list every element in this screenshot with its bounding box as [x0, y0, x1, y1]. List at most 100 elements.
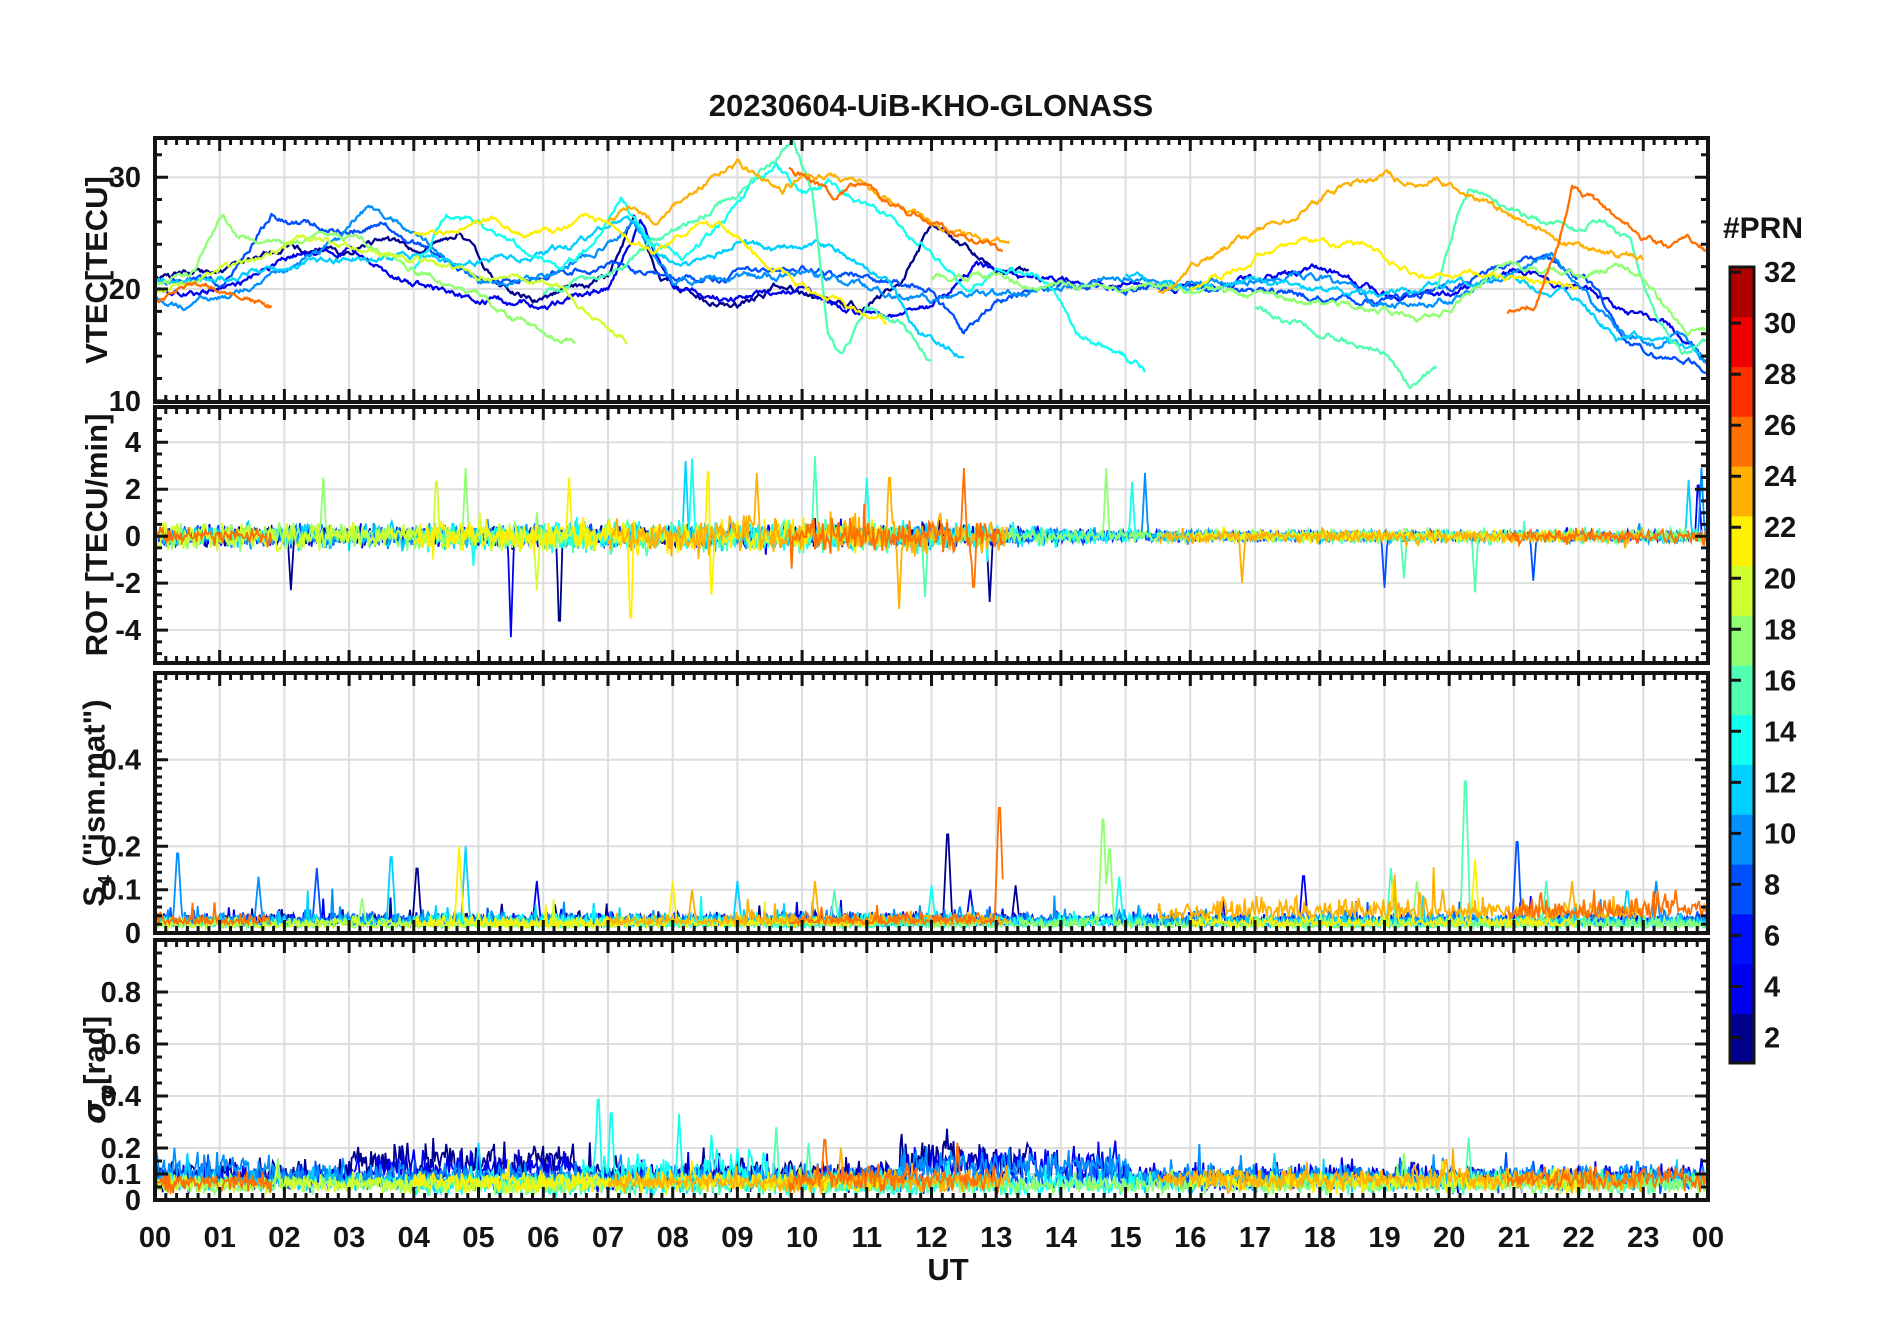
ytick-label-sigma_phi: 0 [125, 1185, 141, 1217]
xtick-label: 22 [1562, 1222, 1594, 1254]
colorbar-tick-label: 20 [1764, 563, 1796, 595]
colorbar-tick-label: 6 [1764, 920, 1780, 952]
ytick-label-sigma_phi: 0.2 [101, 1133, 141, 1165]
vtec-series-prn-17 [155, 213, 576, 345]
vtec-series-prn-11 [155, 215, 965, 359]
colorbar-tick-label: 16 [1764, 665, 1796, 697]
colorbar-block [1730, 316, 1754, 368]
rot-series-prn-19 [155, 480, 628, 591]
ytick-label-vtec: 10 [109, 386, 141, 418]
rot-series-prn-21 [1189, 526, 1580, 546]
vtec-series-prn-23 [1157, 169, 1645, 294]
colorbar-tick-label: 12 [1764, 767, 1796, 799]
colorbar-block [1730, 864, 1754, 915]
sigma-series-prn-4 [155, 1140, 1708, 1194]
ytick-label-s4: 0.1 [101, 875, 141, 907]
colorbar-tick-label: 4 [1764, 972, 1780, 1004]
xtick-label: 14 [1045, 1222, 1077, 1254]
vtec-series-prn-15 [1254, 305, 1438, 390]
ytick-label-sigma_phi: 0.8 [101, 977, 141, 1009]
panel-sigma_phi-series [155, 1098, 1708, 1199]
xtick-label: 07 [592, 1222, 624, 1254]
colorbar-block [1730, 764, 1754, 815]
colorbar-tick-label: 18 [1764, 614, 1796, 646]
panel-rot-axes: -4 -2 0 2 4 [115, 405, 1710, 665]
vtec-series-prn-25 [788, 166, 1003, 253]
xtick-label: 16 [1174, 1222, 1206, 1254]
ytick-label-sigma_phi: 0.6 [101, 1029, 141, 1061]
colorbar-block [1730, 714, 1754, 766]
ytick-label-vtec: 20 [109, 274, 141, 306]
s4-series-prn-25 [788, 807, 1004, 927]
colorbar-block [1730, 515, 1754, 567]
vtec-series-prn-13 [413, 161, 1147, 373]
xtick-label: 01 [204, 1222, 236, 1254]
vtec-series-prn-25 [1506, 184, 1708, 315]
xtick-label: 12 [915, 1222, 947, 1254]
s4-series-prn-23 [1157, 867, 1645, 921]
colorbar-block [1730, 466, 1754, 517]
vtec-series-prn-25 [155, 281, 273, 309]
panel-sigma_phi-axes: 00.10.2 0.4 0.6 0.8 [101, 938, 1710, 1217]
vtec-series-prn-9 [155, 204, 1708, 368]
ytick-label-rot: 2 [125, 474, 141, 506]
sigma-series-prn-25 [1506, 1165, 1708, 1192]
vtec-series-prn-19 [155, 234, 629, 345]
panel-vtec-grid [155, 138, 1708, 402]
figure-title: 20230604-UiB-KHO-GLONASS [708, 88, 1154, 123]
xtick-label: 23 [1627, 1222, 1659, 1254]
xtick-label: 18 [1304, 1222, 1336, 1254]
colorbar-tick-label: 8 [1764, 869, 1780, 901]
rot-series-prn-25 [155, 525, 273, 548]
colorbar-tick-label: 10 [1764, 818, 1796, 850]
ytick-label-rot: -4 [115, 615, 141, 647]
colorbar-title: #PRN [1722, 212, 1804, 245]
colorbar-block [1730, 565, 1754, 616]
rot-series-prn-25 [1506, 526, 1708, 549]
ytick-label-rot: 0 [125, 521, 141, 553]
sigma-series-prn-25 [788, 1138, 1004, 1194]
colorbar-tick-label: 32 [1764, 257, 1796, 289]
vtec-series-prn-7 [155, 212, 1708, 375]
s4-series-prn-25 [155, 902, 272, 927]
ytick-label-s4: 0.4 [101, 745, 141, 777]
xtick-label: 00 [1692, 1222, 1724, 1254]
xlabel: UT [927, 1252, 969, 1287]
colorbar-tick-label: 2 [1764, 1023, 1780, 1055]
colorbar-block [1730, 814, 1754, 865]
ytick-label-vtec: 30 [109, 162, 141, 194]
vtec-series-prn-15 [542, 139, 932, 362]
s4-series-prn-25 [1507, 889, 1708, 921]
xtick-label: 13 [980, 1222, 1012, 1254]
xtick-label: 10 [786, 1222, 818, 1254]
colorbar-tick-label: 24 [1764, 461, 1796, 493]
xtick-label: 11 [851, 1222, 882, 1254]
panel-vtec-series [155, 139, 1708, 390]
vtec-series-prn-15 [1435, 188, 1708, 356]
colorbar-block [1730, 913, 1754, 965]
colorbar-block [1730, 963, 1754, 1014]
colorbar-block [1730, 615, 1754, 666]
ytick-label-sigma_phi: 0.1 [101, 1159, 141, 1191]
colorbar-tick-label: 28 [1764, 359, 1796, 391]
sigma-series-prn-19 [155, 1165, 629, 1196]
colorbar-block [1730, 267, 1754, 318]
colorbar-tick-label: 22 [1764, 512, 1796, 544]
vtec-series-prn-21 [1189, 236, 1579, 291]
xtick-label: 00 [139, 1222, 171, 1254]
xtick-label: 04 [398, 1222, 430, 1254]
rot-series-prn-13 [412, 458, 1146, 567]
xtick-label: 17 [1239, 1222, 1271, 1254]
xtick-label: 03 [333, 1222, 365, 1254]
xtick-labels: 00 01 02 03 04 05 06 07 08 09 10 11 12 13 14 15 16 17 18 19… [139, 1222, 1724, 1254]
vtec-series-prn-21 [413, 212, 888, 325]
panel-s4-axes: 0 0.1 0.2 0.4 [101, 671, 1710, 950]
s4-series-prn-19 [155, 899, 629, 931]
panel-vtec-axes: 10 20 30 [109, 136, 1710, 418]
ytick-label-s4: 0 [125, 918, 141, 950]
s4-series-prn-2 [155, 833, 1030, 929]
ytick-label-s4: 0.2 [101, 831, 141, 863]
vtec-series-prn-23 [607, 158, 1011, 245]
